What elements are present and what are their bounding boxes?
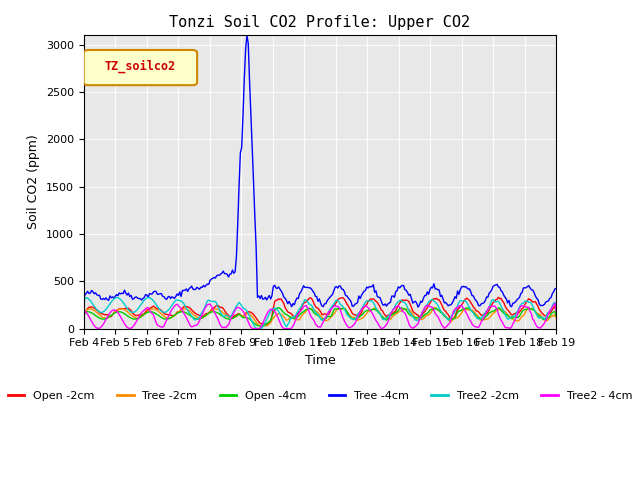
Tree2 -2cm (253, 326, 261, 332)
Open -2cm (552, 311, 560, 316)
Y-axis label: Soil CO2 (ppm): Soil CO2 (ppm) (28, 134, 40, 229)
Tree2 - 4cm (551, 300, 559, 306)
Open -4cm (275, 305, 282, 311)
Open -4cm (529, 307, 536, 312)
Tree2 - 4cm (552, 309, 560, 314)
Tree2 -2cm (145, 295, 152, 300)
Tree2 - 4cm (237, 306, 244, 312)
Tree -4cm (288, 304, 296, 310)
Tree -2cm (288, 315, 296, 321)
Tree2 - 4cm (80, 313, 88, 319)
FancyBboxPatch shape (84, 50, 197, 85)
Tree -2cm (552, 315, 560, 321)
Open -4cm (221, 315, 228, 321)
Tree -2cm (221, 311, 228, 317)
Tree2 -2cm (222, 312, 230, 318)
Text: TZ_soilco2: TZ_soilco2 (105, 60, 176, 73)
Tree2 - 4cm (138, 310, 145, 315)
Tree2 - 4cm (221, 324, 228, 330)
Open -4cm (80, 315, 88, 321)
Tree2 - 4cm (244, 319, 252, 324)
Tree2 -2cm (238, 303, 246, 309)
Tree -4cm (243, 33, 251, 38)
Open -2cm (244, 309, 252, 315)
Open -2cm (221, 308, 228, 313)
Tree -2cm (244, 311, 252, 317)
Open -4cm (289, 315, 297, 321)
X-axis label: Time: Time (305, 354, 335, 367)
Line: Tree -4cm: Tree -4cm (84, 36, 556, 307)
Tree2 - 4cm (250, 326, 257, 332)
Tree2 -2cm (529, 303, 536, 309)
Tree2 -2cm (246, 313, 253, 319)
Tree -2cm (529, 306, 536, 312)
Tree -2cm (257, 323, 265, 329)
Tree -4cm (414, 304, 422, 310)
Line: Tree2 -2cm: Tree2 -2cm (84, 298, 556, 329)
Tree -4cm (552, 286, 560, 292)
Open -2cm (138, 312, 145, 318)
Tree -4cm (80, 292, 88, 298)
Line: Tree2 - 4cm: Tree2 - 4cm (84, 303, 556, 329)
Tree -4cm (246, 78, 253, 84)
Tree2 - 4cm (288, 325, 296, 331)
Legend: Open -2cm, Tree -2cm, Open -4cm, Tree -4cm, Tree2 -2cm, Tree2 - 4cm: Open -2cm, Tree -2cm, Open -4cm, Tree -4… (3, 386, 637, 405)
Open -4cm (256, 323, 264, 329)
Line: Open -2cm: Open -2cm (84, 297, 556, 324)
Tree -2cm (80, 314, 88, 320)
Tree -2cm (138, 313, 145, 319)
Tree2 -2cm (289, 314, 297, 320)
Tree -4cm (237, 150, 244, 156)
Line: Tree -2cm: Tree -2cm (84, 308, 556, 326)
Open -4cm (138, 313, 145, 319)
Open -2cm (495, 294, 502, 300)
Open -2cm (529, 299, 536, 305)
Open -2cm (237, 312, 244, 317)
Title: Tonzi Soil CO2 Profile: Upper CO2: Tonzi Soil CO2 Profile: Upper CO2 (170, 15, 470, 30)
Open -4cm (237, 312, 244, 318)
Tree -4cm (529, 287, 536, 293)
Tree -2cm (237, 312, 244, 318)
Tree2 - 4cm (527, 311, 535, 316)
Tree -2cm (430, 305, 438, 311)
Tree -4cm (138, 297, 145, 303)
Line: Open -4cm: Open -4cm (84, 308, 556, 326)
Open -2cm (259, 321, 267, 327)
Open -4cm (244, 315, 252, 321)
Tree -4cm (221, 271, 228, 276)
Tree2 -2cm (80, 305, 88, 311)
Tree2 -2cm (552, 308, 560, 313)
Tree2 -2cm (138, 301, 145, 307)
Open -2cm (288, 311, 296, 317)
Open -2cm (80, 315, 88, 321)
Open -4cm (552, 314, 560, 320)
